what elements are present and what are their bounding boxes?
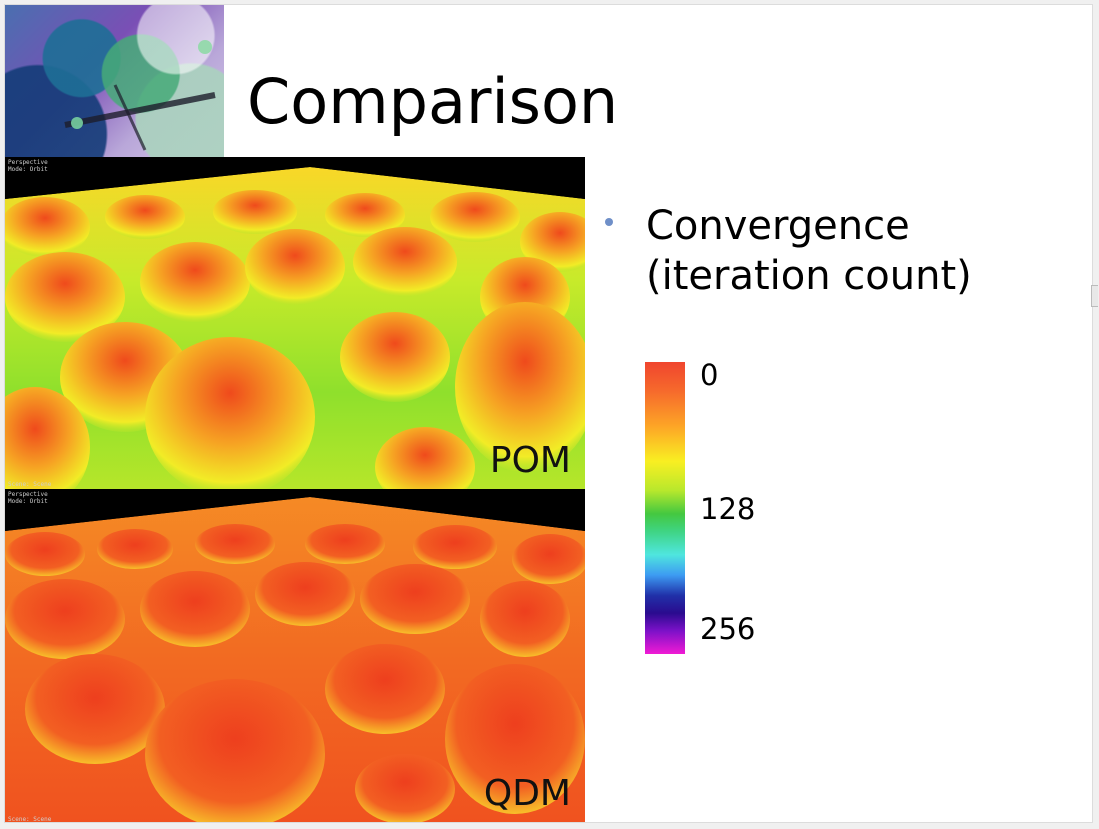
decorative-stroke-icon [64,40,216,151]
bullet-item: Convergence (iteration count) [646,201,972,301]
scene-caption: Scene: Scene [8,481,52,488]
decorative-logo-image [5,5,224,157]
pom-label: POM [489,440,571,481]
viewport-caption-line2: Mode: Orbit [8,166,48,173]
scene-caption: Scene: Scene [8,816,52,823]
pom-heightfield-image [5,157,585,489]
bullet-line-1: Convergence [646,203,910,249]
qdm-render-image: Perspective Mode: Orbit Scene: Scene QDM [5,489,585,823]
colorbar-tick-256: 256 [700,612,756,646]
viewport-caption-line2: Mode: Orbit [8,498,48,505]
panel-resize-handle[interactable] [1091,285,1098,307]
colorbar-tick-0: 0 [700,358,719,392]
bullet-dot-icon [605,218,613,226]
qdm-label: QDM [483,773,571,814]
bullet-line-2: (iteration count) [646,253,972,299]
iteration-colorbar [645,362,685,654]
slide: Comparison [4,4,1093,823]
slide-title: Comparison [247,65,619,138]
colorbar-tick-128: 128 [700,492,756,526]
pom-render-image: Perspective Mode: Orbit Scene: Scene POM [5,157,585,489]
viewport-caption-line1: Perspective [8,159,48,166]
viewport-caption-line1: Perspective [8,491,48,498]
qdm-heightfield-image [5,489,585,822]
viewport-caption: Perspective Mode: Orbit [8,159,48,173]
viewport-caption: Perspective Mode: Orbit [8,491,48,505]
